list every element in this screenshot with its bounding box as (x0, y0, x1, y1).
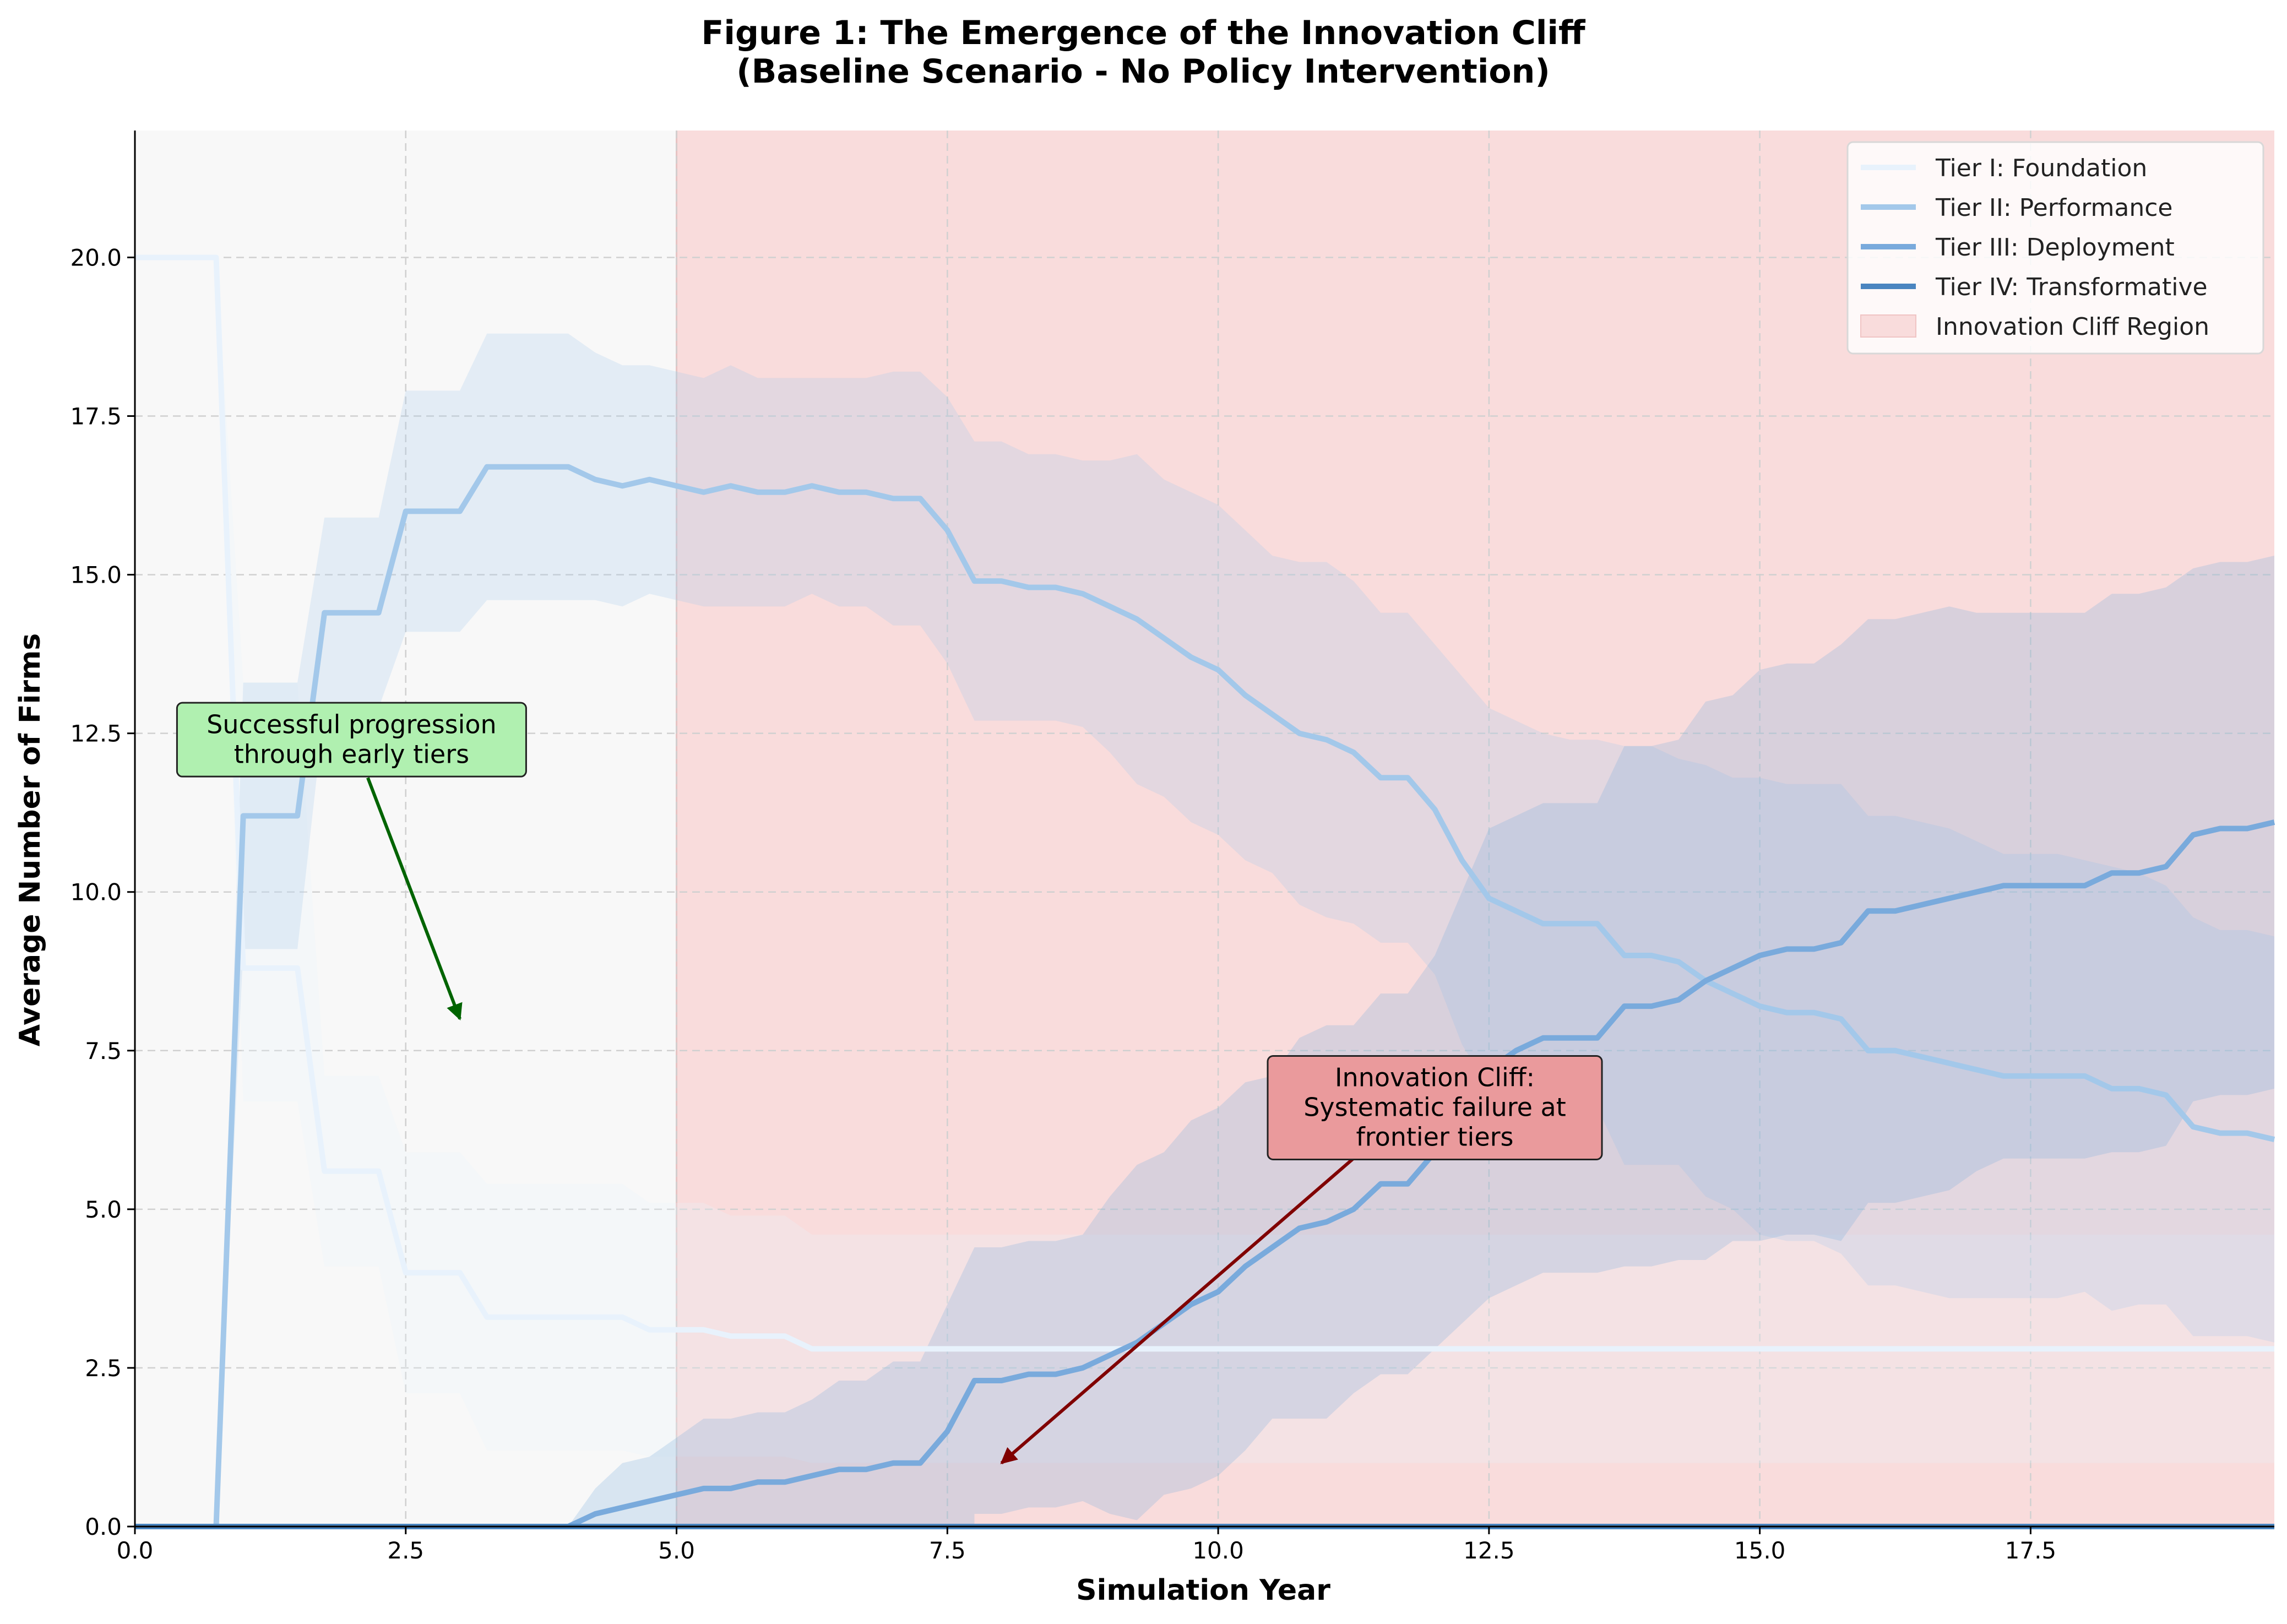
series-band-2 (135, 333, 2274, 1527)
annotation-box (176, 702, 527, 778)
y-tick-label: 17.5 (70, 403, 122, 430)
legend-label: Tier II: Performance (1935, 194, 2172, 222)
x-tick-label: 17.5 (2005, 1537, 2057, 1564)
series-line-1 (135, 254, 2274, 1352)
chart-subtitle: (Baseline Scenario - No Policy Intervent… (736, 52, 1550, 91)
y-tick-label: 7.5 (85, 1038, 122, 1064)
x-tick-label: 5.0 (658, 1537, 695, 1564)
series-line-2 (135, 464, 2275, 1529)
x-axis-label: Simulation Year (1076, 1574, 1330, 1607)
x-tick-label: 7.5 (929, 1537, 966, 1564)
y-tick-label: 2.5 (85, 1355, 122, 1382)
y-axis-label: Average Number of Firms (14, 633, 47, 1046)
x-tick-label: 15.0 (1734, 1537, 1786, 1564)
x-tick-label: 2.5 (387, 1537, 424, 1564)
annotation-arrow (366, 777, 463, 1020)
x-tick-label: 12.5 (1463, 1537, 1515, 1564)
legend-label: Innovation Cliff Region (1936, 313, 2209, 341)
annotation-box (1267, 1055, 1603, 1160)
legend-label: Tier III: Deployment (1935, 233, 2175, 262)
annotation-text: Systematic failure at (1303, 1093, 1566, 1122)
y-tick-label: 5.0 (85, 1196, 122, 1223)
x-tick-label: 10.0 (1192, 1537, 1244, 1564)
annotation-text: Successful progression (207, 709, 497, 739)
legend-swatch (1860, 314, 1916, 338)
y-tick-label: 12.5 (70, 720, 122, 747)
legend-label: Tier IV: Transformative (1935, 273, 2208, 301)
series-band-3 (135, 556, 2274, 1527)
annotation-text: Innovation Cliff: (1335, 1063, 1535, 1093)
annotation-arrow (1000, 1148, 1366, 1465)
series-band-1 (135, 257, 2274, 1463)
y-tick-label: 20.0 (70, 244, 122, 271)
y-tick-label: 0.0 (85, 1513, 122, 1540)
chart-title: Figure 1: The Emergence of the Innovatio… (701, 14, 1586, 52)
legend-label: Tier I: Foundation (1935, 154, 2147, 182)
y-tick-label: 15.0 (70, 562, 122, 589)
x-tick-label: 0.0 (117, 1537, 154, 1564)
annotation-text: frontier tiers (1356, 1122, 1513, 1152)
annotation-text: through early tiers (234, 739, 469, 769)
plot-area: 0.0 2.5 5.0 7.5 10.0 12.5 15.0 17.5 0.0 2.5 5.0 7.5… (70, 131, 2275, 1564)
series-line-3 (135, 819, 2275, 1529)
innovation-cliff-region (676, 131, 2274, 1527)
y-tick-label: 10.0 (70, 879, 122, 906)
legend-box (1846, 141, 2264, 355)
